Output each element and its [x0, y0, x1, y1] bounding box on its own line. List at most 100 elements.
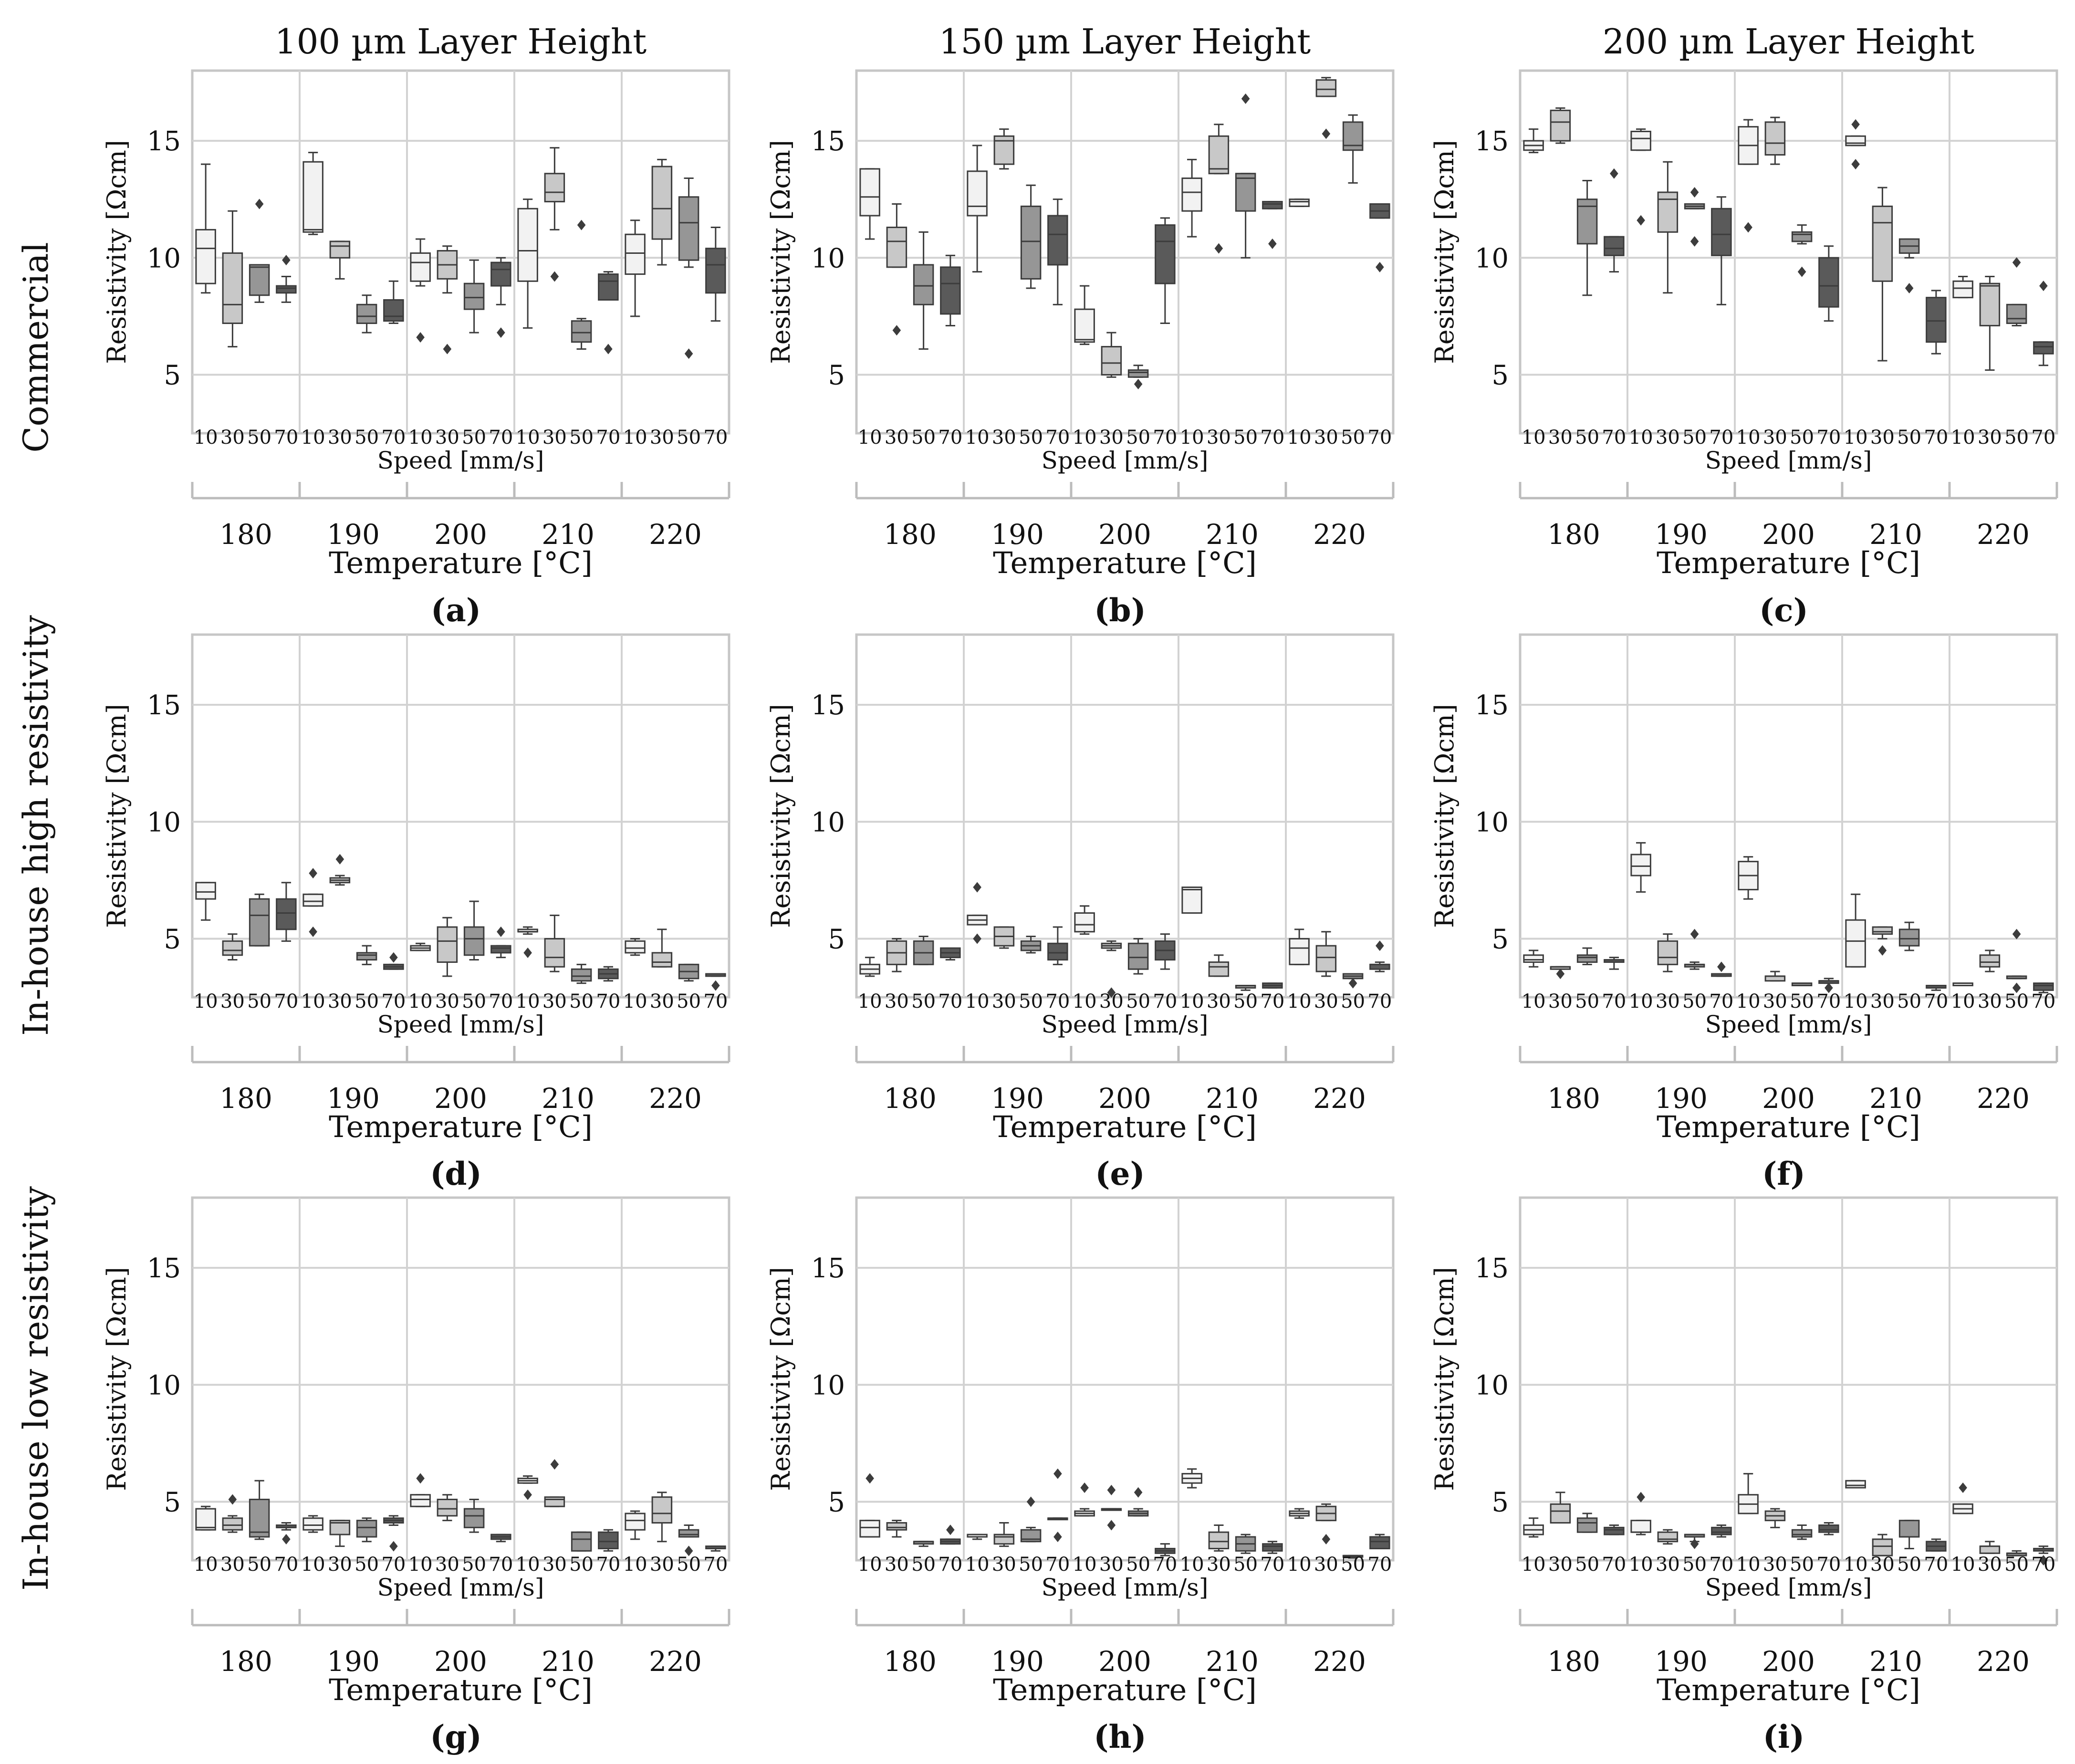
speed-tick-label: 10 [965, 991, 990, 1012]
outlier-point [1134, 379, 1143, 390]
box-200C-10 [1738, 119, 1759, 233]
outlier-point [550, 1459, 559, 1470]
speed-tick-label: 70 [1367, 1554, 1392, 1576]
outlier-point [2012, 982, 2021, 993]
box-190C-10 [1630, 1492, 1651, 1535]
iqr-box [195, 882, 216, 900]
speed-tick-label: 30 [1978, 1554, 2002, 1576]
y-tick-label: 15 [147, 1253, 181, 1284]
box-210C-10 [517, 1475, 538, 1500]
speed-axis-label: Speed [mm/s] [377, 1011, 544, 1038]
box-210C-50 [1898, 1520, 1920, 1549]
outlier-point [973, 882, 981, 893]
iqr-box [1952, 280, 1973, 299]
iqr-box [1181, 177, 1202, 212]
speed-tick-label: 50 [1897, 1554, 1921, 1576]
iqr-box [463, 282, 485, 310]
box-220C-10 [1952, 275, 1973, 299]
box-190C-70 [1711, 961, 1732, 977]
box-210C-70 [1262, 982, 1283, 989]
box-220C-50 [2006, 257, 2027, 326]
iqr-box [1208, 135, 1230, 175]
panel-label: (i) [1763, 1718, 1805, 1755]
speed-tick-label: 10 [1736, 427, 1761, 449]
iqr-box [2033, 982, 2054, 991]
y-tick-label: 10 [811, 1370, 845, 1401]
panel-label: (d) [430, 1155, 482, 1192]
iqr-box [886, 1522, 907, 1531]
iqr-box [1845, 1480, 1866, 1489]
box-210C-10 [517, 198, 538, 329]
outlier-point [1851, 119, 1860, 130]
outlier-point [946, 1524, 955, 1535]
outlier-point [1107, 1520, 1116, 1531]
box-200C-10 [410, 942, 431, 951]
iqr-box [437, 1499, 458, 1517]
box-190C-50 [1020, 184, 1042, 289]
speed-tick-label: 30 [220, 1554, 245, 1576]
iqr-box [625, 233, 646, 275]
iqr-box [1047, 942, 1068, 961]
iqr-box [1657, 1531, 1679, 1543]
iqr-box [222, 252, 243, 324]
y-tick-label: 15 [1475, 690, 1509, 721]
box-180C-50 [249, 893, 270, 947]
speed-tick-label: 50 [1019, 1554, 1043, 1576]
speed-axis-label: Speed [mm/s] [1042, 447, 1209, 474]
box-200C-70 [1818, 245, 1839, 322]
box-200C-30 [1101, 332, 1122, 378]
outlier-point [416, 332, 425, 343]
box-190C-50 [356, 945, 377, 965]
outlier-point [1717, 961, 1726, 972]
box-180C-30 [1550, 1492, 1571, 1524]
speed-tick-label: 30 [1656, 427, 1680, 449]
speed-axis-label: Speed [mm/s] [1705, 447, 1872, 474]
outlier-point [523, 1489, 532, 1500]
box-190C-70 [383, 280, 404, 324]
box-180C-30 [1550, 107, 1571, 144]
box-220C-50 [1342, 973, 1364, 989]
speed-tick-label: 50 [2004, 991, 2029, 1012]
temperature-tick-label: 200 [1098, 1645, 1151, 1678]
temperature-tick-label: 180 [884, 1082, 937, 1115]
box-180C-10 [859, 1473, 880, 1538]
temperature-tick-label: 210 [1869, 1645, 1922, 1678]
speed-tick-label: 70 [938, 991, 962, 1012]
iqr-box [1818, 1524, 1839, 1533]
outlier-point [2012, 929, 2021, 939]
speed-tick-label: 30 [435, 427, 459, 449]
y-tick-label: 5 [164, 1487, 181, 1518]
iqr-box [571, 1531, 592, 1552]
y-tick-label: 5 [1491, 924, 1509, 955]
speed-tick-label: 30 [1978, 991, 2002, 1012]
outlier-point [1878, 945, 1887, 956]
plot-area [191, 1196, 730, 1562]
box-210C-70 [598, 271, 619, 355]
box-190C-30 [329, 240, 351, 280]
speed-tick-label: 10 [965, 427, 990, 449]
box-210C-10 [1181, 158, 1202, 238]
box-200C-70 [490, 926, 511, 959]
box-190C-70 [1047, 198, 1068, 305]
iqr-box [886, 227, 907, 268]
box-180C-70 [276, 255, 297, 303]
box-180C-70 [940, 947, 961, 961]
box-190C-10 [967, 1534, 988, 1540]
iqr-box [1872, 926, 1893, 935]
iqr-box [859, 1520, 880, 1538]
temperature-axis-label: Temperature [°C] [1657, 1109, 1920, 1144]
box-220C-10 [625, 219, 646, 317]
row-label: In-house low resistivity [16, 1186, 56, 1591]
row-label: Commercial [16, 242, 56, 452]
iqr-box [940, 266, 961, 315]
temperature-tick-label: 220 [1313, 518, 1366, 551]
speed-tick-label: 10 [516, 427, 540, 449]
iqr-box [859, 168, 880, 217]
outlier-point [309, 926, 317, 937]
speed-tick-label: 30 [650, 991, 674, 1012]
box-220C-10 [1289, 198, 1310, 207]
temperature-axis-label: Temperature [°C] [1657, 545, 1920, 580]
